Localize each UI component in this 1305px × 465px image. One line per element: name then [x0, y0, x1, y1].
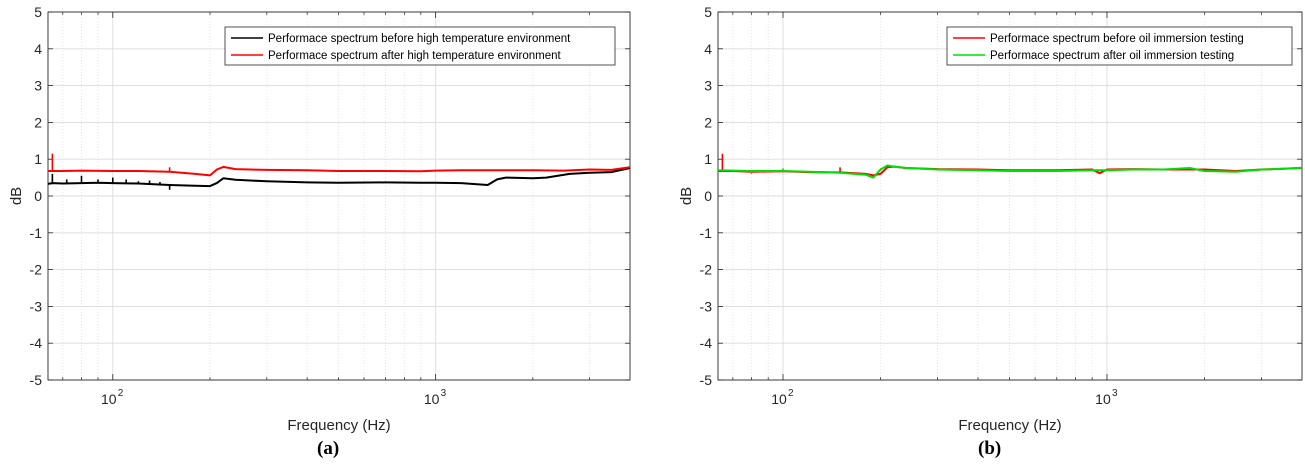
y-tick-label: -3: [30, 298, 43, 314]
y-tick-label: -4: [30, 335, 43, 351]
y-tick-label: -3: [700, 298, 713, 314]
y-tick-label: 5: [34, 4, 42, 20]
series-line-1: [47, 167, 631, 188]
series-line-2: [717, 164, 1303, 179]
panel-label-a: (a): [317, 438, 340, 459]
y-tick-label: 0: [704, 188, 712, 204]
y-tick-label: -2: [700, 262, 713, 278]
y-tick-label: -2: [30, 262, 43, 278]
y-tick-label: 5: [704, 4, 712, 20]
y-tick-label: 4: [704, 41, 712, 57]
x-tick-exponent: 2: [788, 388, 794, 399]
x-tick-exponent: 3: [1112, 388, 1118, 399]
y-tick-label: 3: [34, 78, 42, 94]
y-tick-label: 2: [704, 114, 712, 130]
x-tick-label: 10: [424, 391, 440, 407]
y-tick-label: 3: [704, 78, 712, 94]
x-tick-label: 10: [771, 391, 787, 407]
legend: Performace spectrum before high temperat…: [224, 26, 616, 66]
x-tick-label: 10: [101, 391, 117, 407]
legend-label: Performace spectrum after oil immersion …: [990, 50, 1234, 62]
y-tick-label: 4: [34, 41, 42, 57]
y-tick-label: 0: [34, 188, 42, 204]
y-tick-label: -4: [700, 335, 713, 351]
y-tick-label: -1: [700, 225, 713, 241]
x-tick-exponent: 3: [441, 388, 447, 399]
x-axis-label: Frequency (Hz): [958, 417, 1061, 434]
panel-label-b: (b): [978, 438, 1002, 459]
y-axis-label: dB: [8, 187, 25, 205]
series-line-2: [48, 165, 631, 177]
legend: Performace spectrum before oil immersion…: [946, 26, 1293, 66]
x-tick-exponent: 2: [118, 388, 124, 399]
x-tick-label: 10: [1095, 391, 1111, 407]
y-axis-label: dB: [678, 187, 695, 205]
y-tick-label: 1: [704, 151, 712, 167]
y-tick-label: 1: [34, 151, 42, 167]
y-tick-label: -5: [700, 372, 713, 388]
y-tick-label: 2: [34, 114, 42, 130]
legend-label: Performace spectrum before oil immersion…: [990, 33, 1244, 45]
legend-label: Performace spectrum after high temperatu…: [268, 50, 562, 62]
y-tick-label: -5: [30, 372, 43, 388]
y-tick-label: -1: [30, 225, 43, 241]
legend-label: Performace spectrum before high temperat…: [268, 33, 571, 45]
x-axis-label: Frequency (Hz): [287, 417, 390, 434]
